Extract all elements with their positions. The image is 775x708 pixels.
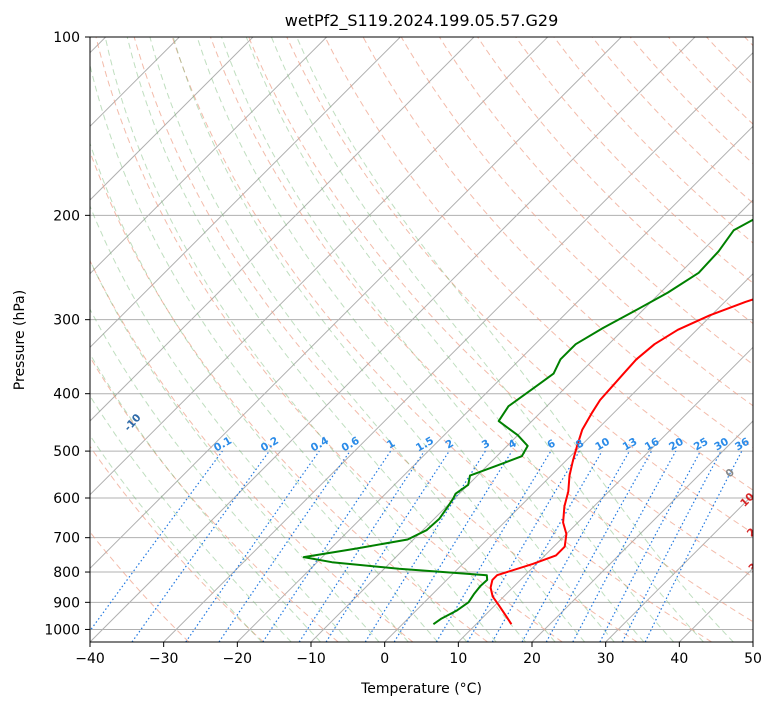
isotherm-gridline	[90, 37, 696, 642]
mixing-ratio-line	[131, 450, 270, 642]
x-tick-label: 20	[523, 651, 541, 667]
mixing-ratio-line	[491, 450, 603, 642]
y-tick-label: 500	[53, 444, 80, 460]
moist-adiabat-line	[90, 204, 409, 642]
isotherm-gridline	[163, 51, 753, 642]
dry-adiabats	[90, 37, 753, 642]
moist-adiabats	[90, 37, 734, 642]
mixing-ratio-line	[521, 450, 631, 642]
x-tick-label: −40	[75, 651, 105, 667]
isotherm-gridline	[90, 37, 622, 570]
y-tick-label: 700	[53, 531, 80, 547]
dry-adiabat-line	[90, 259, 414, 642]
x-tick-label: −30	[149, 651, 179, 667]
dry-adiabat-line	[90, 445, 264, 642]
mixing-ratio-line	[572, 450, 677, 642]
x-tick-label: 40	[670, 651, 688, 667]
chart-title: wetPf2_S119.2024.199.05.57.G29	[285, 11, 559, 31]
temperature-profile-line	[489, 298, 753, 625]
y-tick-label: 600	[53, 491, 80, 507]
moist-adiabat-line	[196, 37, 615, 642]
dry-adiabat-line	[171, 37, 712, 642]
dry-adiabat-line	[133, 37, 638, 642]
moist-adiabat-line	[104, 37, 497, 642]
y-tick-label: 300	[53, 313, 80, 329]
dry-adiabat-line	[362, 37, 753, 449]
isotherm-gridline	[90, 37, 549, 496]
y-tick-label: 1000	[44, 622, 80, 638]
moist-adiabat-label: 30	[746, 556, 765, 575]
x-tick-label: 0	[380, 651, 389, 667]
moist-adiabat-line	[90, 353, 321, 642]
x-tick-label: 30	[597, 651, 615, 667]
dry-adiabat-line	[210, 37, 753, 623]
isotherm-gridline	[90, 37, 475, 422]
moist-adiabat-line	[221, 37, 645, 642]
y-tick-label: 100	[53, 30, 80, 46]
isotherm-gridline	[605, 493, 753, 642]
dewpoint-profile-line	[302, 218, 753, 626]
dry-adiabat-line	[591, 37, 753, 204]
x-tick-label: 10	[449, 651, 467, 667]
moist-adiabat-line	[90, 308, 351, 642]
mixing-ratio-line	[185, 450, 320, 642]
isotherm-gridline	[531, 420, 753, 642]
isotherm-gridline	[90, 37, 328, 275]
mixing-ratio-line	[393, 450, 513, 642]
mixing-ratio-line	[545, 450, 653, 642]
isotherm-gridline	[90, 37, 401, 349]
grid-layer	[90, 37, 753, 642]
mixing-ratio-line	[435, 450, 552, 642]
moist-adiabat-line	[270, 37, 704, 642]
dry-adiabat-line	[95, 37, 563, 642]
x-tick-label: 50	[744, 651, 762, 667]
mixing-ratio-line	[466, 450, 580, 642]
dry-adiabat-line	[248, 37, 753, 578]
dry-adiabat-line	[324, 37, 753, 491]
isotherm-gridline	[384, 272, 753, 642]
dry-adiabat-line	[629, 37, 753, 165]
mixing-ratio-lines	[90, 450, 743, 642]
x-axis-label: Temperature (°C)	[360, 681, 482, 697]
dry-adiabat-line	[515, 37, 753, 284]
moist-adiabat-line	[149, 37, 556, 642]
axis-ticks: −40 −30 −20 −10 0 10 20 30 40 50 100 200 300 400 500 60…	[44, 30, 762, 667]
x-tick-label: −10	[296, 651, 326, 667]
moist-adiabat-line	[172, 37, 586, 642]
dry-adiabat-line	[400, 37, 753, 407]
y-tick-label: 800	[53, 565, 80, 581]
moist-adiabat-label: 20	[745, 521, 764, 540]
y-tick-label: 900	[53, 595, 80, 611]
mixing-ratio-line	[218, 450, 351, 642]
dry-adiabat-line	[477, 37, 753, 325]
moist-adiabat-line	[90, 259, 380, 642]
y-axis-label: Pressure (hPa)	[12, 290, 28, 390]
mixing-ratio-line	[364, 450, 486, 642]
mixing-ratio-line	[325, 450, 450, 642]
y-tick-label: 200	[53, 208, 80, 224]
isotherm-gridline	[236, 125, 753, 642]
sounding-profiles	[302, 218, 753, 626]
isotherm-gridline	[90, 37, 254, 201]
plot-frame	[89, 36, 754, 643]
y-tick-label: 400	[53, 387, 80, 403]
mixing-ratio-line	[90, 450, 223, 632]
x-tick-label: −20	[223, 651, 253, 667]
moist-adiabat-line	[296, 37, 734, 642]
moist-adiabat-line	[126, 37, 527, 642]
isotherm-gridline	[457, 346, 753, 642]
